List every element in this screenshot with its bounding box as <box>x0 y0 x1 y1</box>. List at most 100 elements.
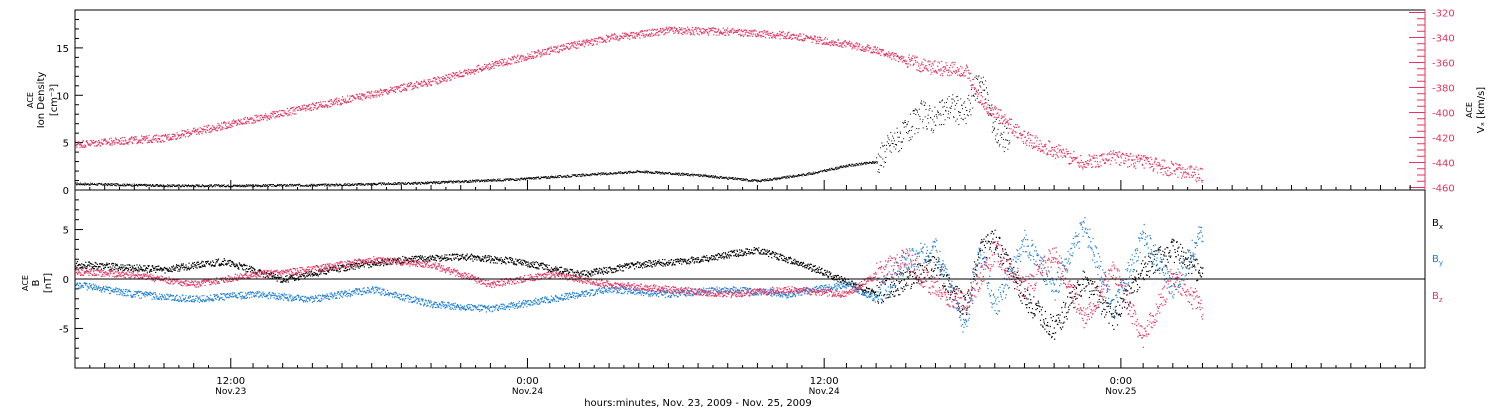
density-point <box>927 118 929 120</box>
vx-point <box>531 55 533 57</box>
vx-point <box>120 142 122 144</box>
density-point <box>843 165 845 167</box>
density-point <box>981 92 983 94</box>
density-point <box>95 184 97 186</box>
density-point <box>779 177 781 179</box>
vx-point <box>1189 176 1191 178</box>
vx-point <box>1085 166 1087 169</box>
density-point <box>387 182 389 184</box>
vx-point <box>686 33 688 35</box>
vx-point <box>675 29 677 31</box>
b-point <box>132 266 134 268</box>
density-point <box>337 184 339 186</box>
b-point <box>102 263 104 265</box>
vx-point <box>459 70 461 72</box>
density-point <box>875 162 877 163</box>
density-point <box>847 166 849 168</box>
vx-point <box>388 90 390 92</box>
density-point <box>877 171 879 173</box>
vx-point <box>474 69 476 71</box>
vx-point <box>505 63 507 65</box>
density-point <box>290 185 292 187</box>
density-point <box>277 183 279 185</box>
density-point <box>648 170 650 172</box>
vx-point <box>736 30 738 32</box>
density-point <box>114 184 116 186</box>
vx-point <box>788 31 790 33</box>
density-point <box>962 108 963 110</box>
vx-point <box>586 38 588 41</box>
b-point <box>134 270 136 272</box>
density-point <box>675 172 677 174</box>
vx-point <box>446 79 448 81</box>
vx-point <box>230 125 232 127</box>
vx-point <box>973 87 975 89</box>
density-point <box>672 173 674 174</box>
vx-point <box>1139 159 1141 161</box>
vx-point <box>1096 161 1098 163</box>
density-point <box>130 185 132 186</box>
vx-point <box>482 66 484 68</box>
density-point <box>322 184 324 186</box>
vx-point <box>1084 166 1086 168</box>
density-point <box>874 161 876 163</box>
density-point <box>126 183 128 185</box>
density-point <box>903 126 905 128</box>
vx-point <box>158 135 160 137</box>
vx-point <box>875 49 877 51</box>
b-point <box>188 267 190 270</box>
vx-point <box>302 108 305 110</box>
vx-point <box>544 49 546 51</box>
vx-point <box>289 109 291 111</box>
b-point <box>86 266 88 268</box>
density-point <box>760 179 762 181</box>
vx-point <box>134 136 136 138</box>
vx-point <box>1011 131 1013 133</box>
density-point <box>775 178 777 180</box>
vx-point <box>569 48 571 50</box>
density-point <box>367 183 368 185</box>
vx-point <box>721 33 723 35</box>
vx-point <box>439 80 442 82</box>
vx-point <box>352 99 354 101</box>
density-point <box>371 183 373 185</box>
vx-point <box>912 55 914 57</box>
density-point <box>278 184 280 186</box>
vx-point <box>166 137 168 139</box>
vx-point <box>437 76 439 78</box>
density-point <box>776 179 777 181</box>
density-point <box>694 173 696 175</box>
vx-point <box>248 122 250 124</box>
vx-point <box>477 64 479 67</box>
density-point <box>817 171 819 173</box>
density-point <box>921 103 923 105</box>
vx-point <box>376 96 378 98</box>
density-point <box>456 182 458 183</box>
density-point <box>678 173 680 175</box>
vx-point <box>1044 145 1046 147</box>
density-point <box>936 117 938 119</box>
density-point <box>728 176 730 178</box>
vx-point <box>312 102 314 104</box>
density-point <box>837 168 839 170</box>
density-point <box>338 184 340 186</box>
vx-point <box>560 45 562 47</box>
vx-point <box>226 126 228 128</box>
vx-point <box>441 80 443 83</box>
density-point <box>759 181 761 183</box>
density-point <box>329 183 331 185</box>
vx-point <box>1101 155 1103 157</box>
vx-point <box>427 79 429 81</box>
b-point <box>133 264 135 267</box>
vx-point <box>806 37 808 39</box>
vx-point <box>441 78 443 80</box>
vx-point <box>439 80 441 82</box>
vx-point <box>891 58 893 60</box>
density-point <box>999 134 1001 136</box>
density-point <box>266 185 268 187</box>
vx-point <box>941 73 943 75</box>
vx-point <box>1001 115 1003 117</box>
vx-point <box>492 64 495 66</box>
vx-point <box>1127 159 1129 161</box>
vx-point <box>953 64 955 66</box>
